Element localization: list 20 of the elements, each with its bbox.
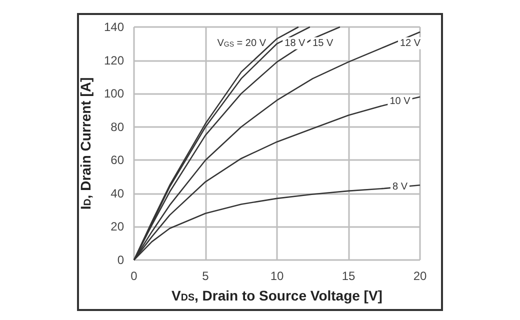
y-tick-label: 60 bbox=[110, 153, 124, 168]
y-tick-label: 100 bbox=[104, 86, 124, 101]
x-tick-label: 5 bbox=[202, 269, 210, 283]
series-label: 15 V bbox=[312, 38, 334, 49]
y-axis-title: ID, Drain Current [A] bbox=[78, 77, 94, 210]
x-tick-label: 10 bbox=[270, 269, 284, 283]
x-axis-title: VDS, Drain to Source Voltage [V] bbox=[172, 287, 382, 304]
series-label: 18 V bbox=[284, 38, 306, 49]
y-tick-label: 80 bbox=[110, 120, 124, 134]
y-tick-label: 40 bbox=[110, 186, 124, 200]
series-label: 8 V bbox=[392, 181, 408, 192]
y-tick-label: 120 bbox=[104, 53, 124, 68]
x-tick-label: 15 bbox=[342, 269, 356, 283]
y-tick-label: 140 bbox=[104, 20, 124, 34]
series-label: 10 V bbox=[390, 96, 411, 108]
y-tick-label: 20 bbox=[110, 220, 124, 234]
y-tick-label: 0 bbox=[117, 253, 124, 267]
series-label: 12 V bbox=[400, 38, 421, 49]
x-tick-label: 20 bbox=[413, 269, 427, 283]
x-tick-label: 0 bbox=[130, 269, 138, 283]
